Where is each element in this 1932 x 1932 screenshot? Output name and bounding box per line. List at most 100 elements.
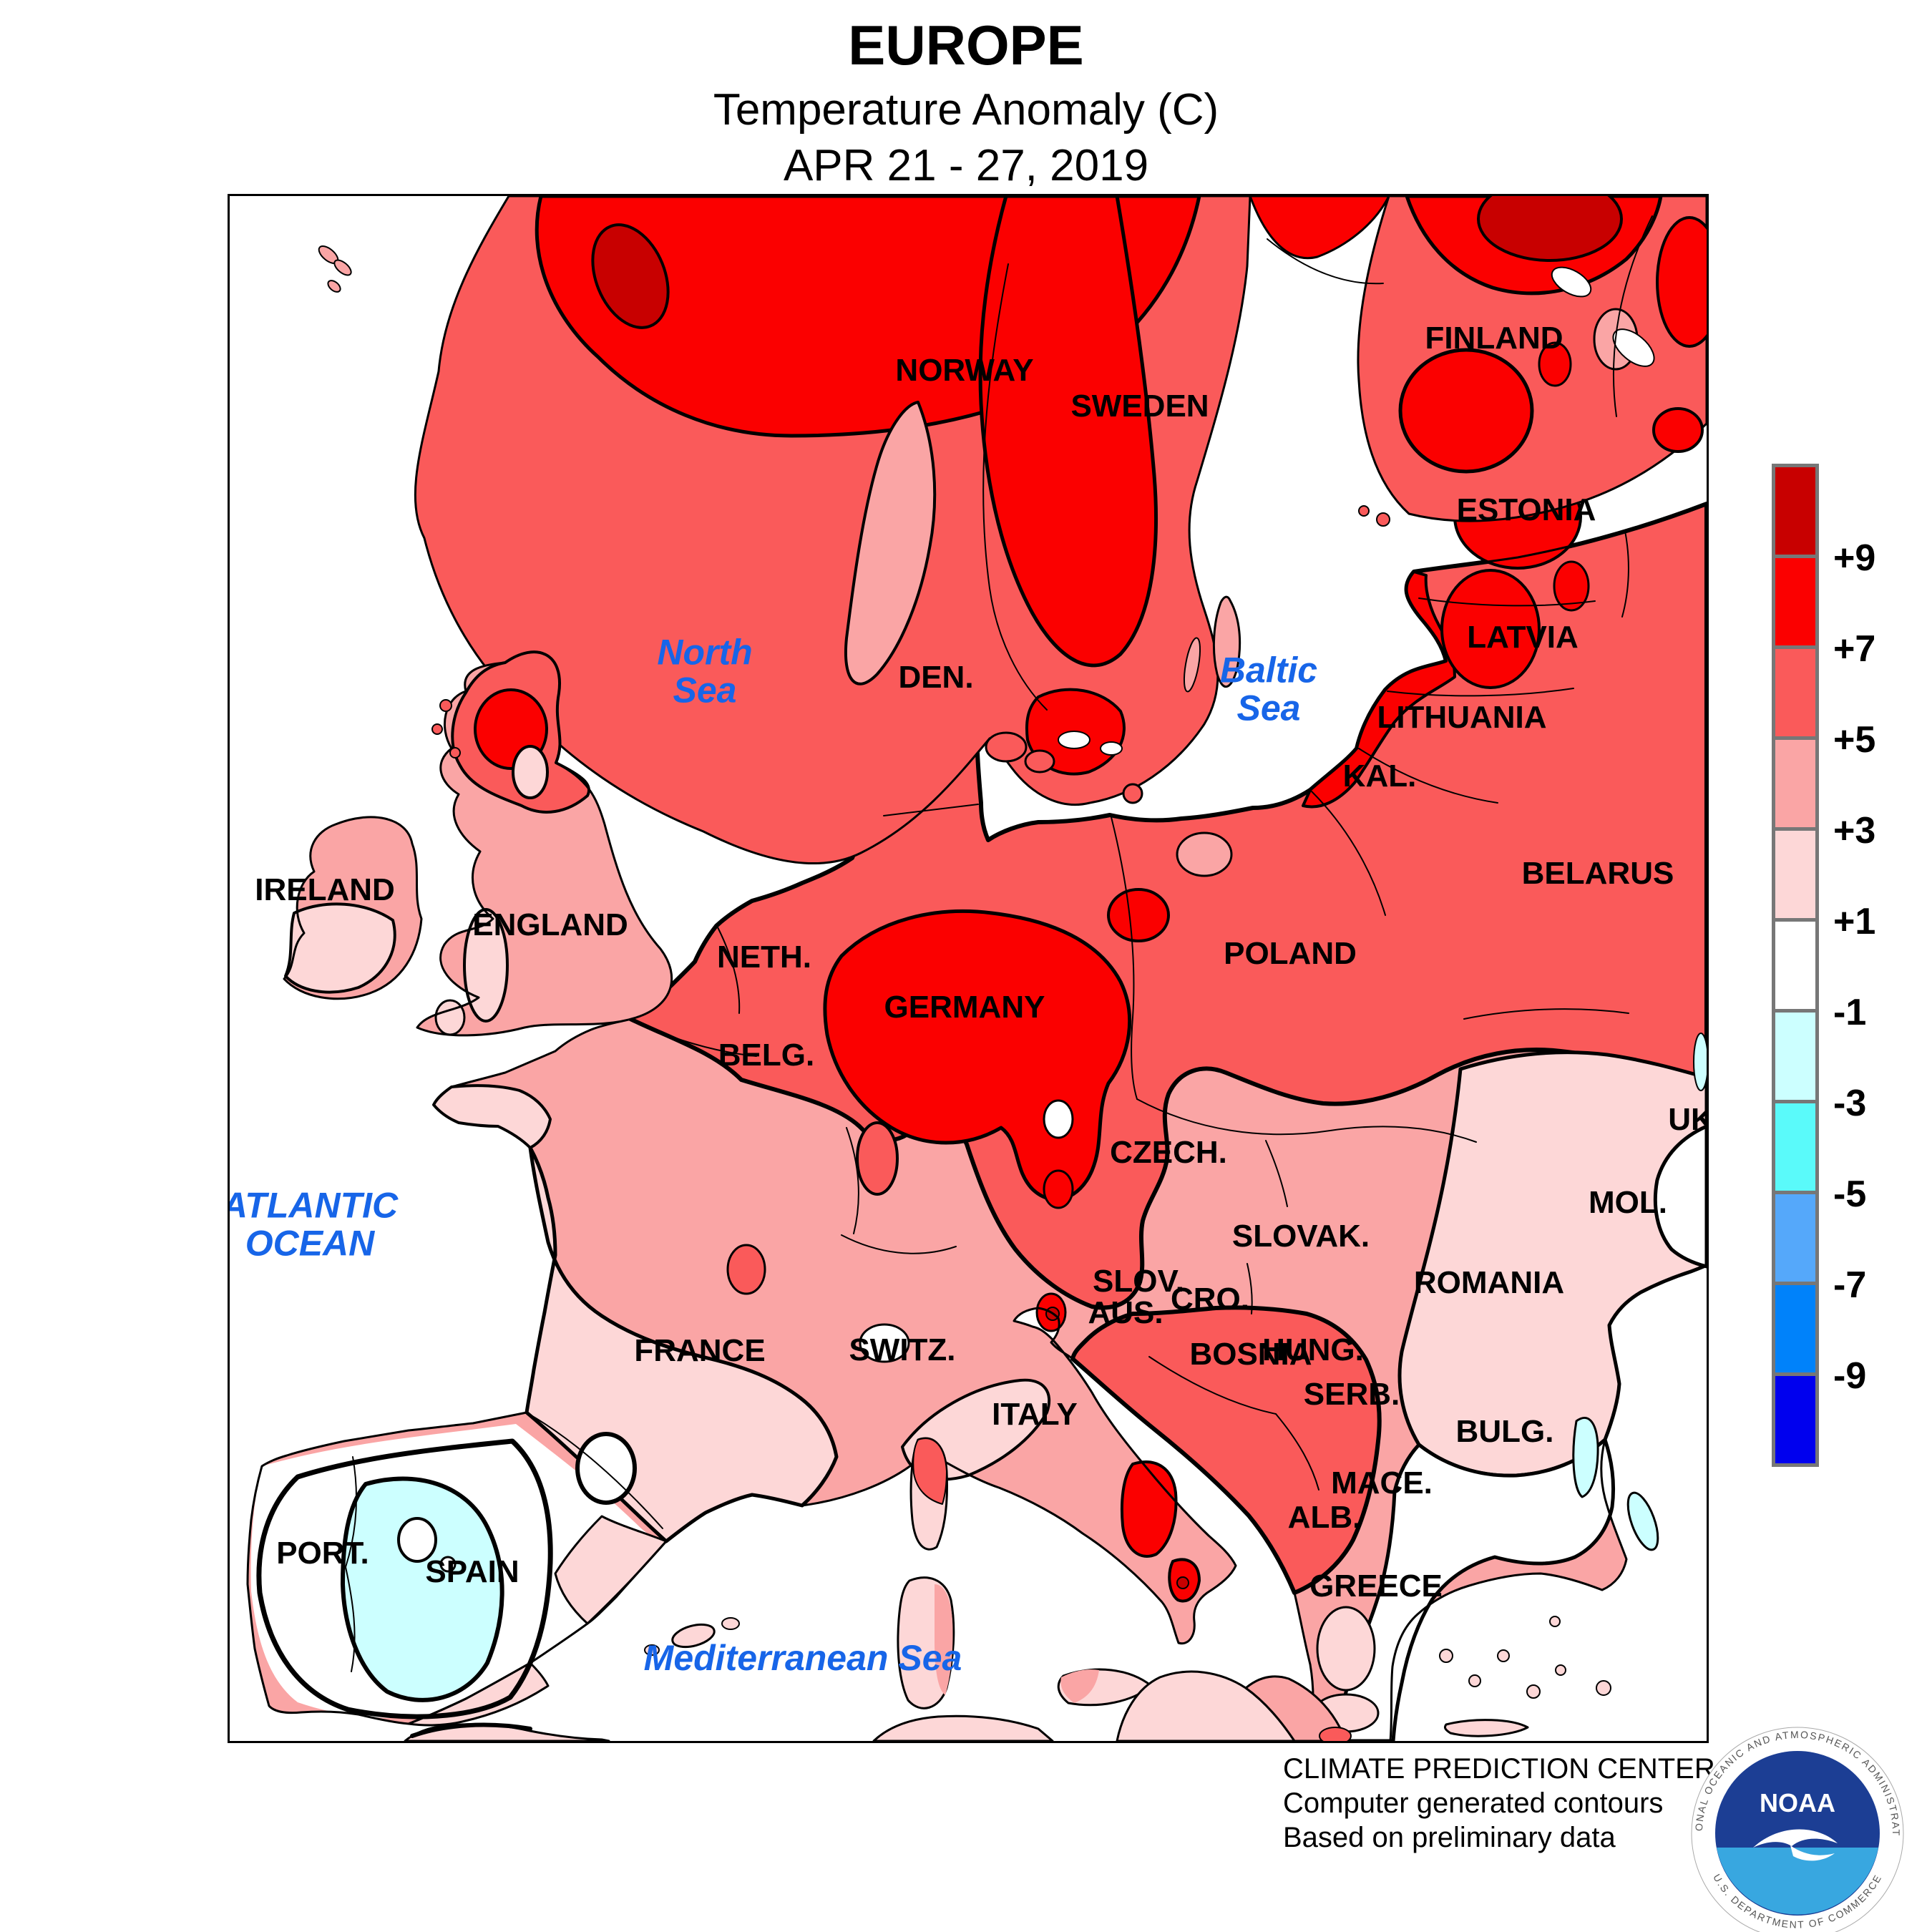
region-cyan-edge [1693,1033,1707,1091]
island-rhodes [1596,1680,1611,1696]
credits-line2: Computer generated contours [1283,1787,1664,1819]
region-pink-norwaystrip [844,401,937,686]
legend-box-10 [1772,1372,1819,1467]
country-label-belarus: BELARUS [1521,855,1674,891]
sea-label-atlantic-ocean: ATLANTIC OCEAN [228,1185,399,1263]
island-sardinia-east [935,1584,953,1695]
country-label-hung: HUNG. [1262,1332,1364,1367]
legend-value--1: -1 [1833,992,1867,1033]
legend-value--5: -5 [1833,1174,1867,1215]
region-darkred-nfinland [1477,196,1623,262]
region-cyan-blacksea [1572,1417,1599,1498]
island-bornholm [1122,783,1143,804]
country-label-mace: MACE. [1331,1465,1433,1501]
lake-vanern [1058,731,1091,749]
region-red-sweden [978,196,1158,668]
noaa-acronym: NOAA [1760,1788,1835,1818]
sea-label-mediterranean-sea: Mediterranean Sea [643,1637,962,1678]
region-tunisia-east [1244,1675,1347,1741]
region-plus5-massif [726,1244,766,1295]
legend-box-3 [1772,736,1819,831]
island-faroe-3 [327,280,341,293]
country-label-poland: POLAND [1224,935,1357,971]
lake-russia-2 [1612,328,1655,367]
island-zealand [985,731,1028,763]
lake-russia-1 [1551,266,1592,298]
country-label-estonia: ESTONIA [1456,492,1596,527]
region-white-hole-spain2 [439,1556,457,1573]
legend-box-8 [1772,1191,1819,1285]
country-label-greece: GREECE [1309,1568,1443,1604]
island-aland-2 [1358,505,1370,517]
island-aegean-4 [1526,1684,1541,1699]
noaa-emblem-sea [1717,1848,1878,1915]
country-label-slovak: SLOVAK. [1231,1218,1370,1254]
region-cyan-spain [341,1476,504,1702]
country-label-kal: KAL. [1342,758,1417,794]
map-title: EUROPE [848,14,1084,77]
coastline-britain [416,650,673,1037]
country-label-uk: UK [1668,1101,1707,1137]
country-label-france: FRANCE [634,1332,766,1368]
island-aegean-5 [1555,1664,1566,1676]
legend-box-5 [1772,918,1819,1013]
legend-value--9: -9 [1833,1355,1867,1397]
region-plus1-sireland [284,902,396,994]
contour-morocco [410,1722,532,1738]
island-corsica-north [912,1438,947,1505]
region-red-cfinland [1398,348,1534,474]
map-svg [246,196,1707,1741]
country-label-den: DEN. [898,659,974,695]
region-red-poland [1107,888,1170,942]
island-sicily-west [1060,1669,1099,1703]
credits-line3: Based on preliminary data [1283,1822,1616,1853]
country-label-switz: SWITZ. [849,1332,956,1367]
region-white-sfrance [859,1323,910,1363]
legend-value--7: -7 [1833,1264,1867,1306]
region-white-hole-spain [397,1517,437,1563]
island-oland [1183,637,1201,693]
region-plus1-epirus [1316,1606,1376,1692]
legend-box-7 [1772,1100,1819,1194]
country-label-serb: SERB. [1303,1376,1400,1412]
legend-box-4 [1772,827,1819,922]
legend-value-+7: +7 [1833,628,1876,670]
lake-vattern [1100,741,1123,756]
region-libya-red [1319,1727,1352,1741]
legend-value-+9: +9 [1833,537,1876,579]
country-label-bosnia: BOSNIA [1189,1336,1312,1372]
region-white-czechborder [1043,1099,1074,1139]
region-algeria [872,1714,1054,1741]
legend-value-+5: +5 [1833,719,1876,761]
region-red-latvia-east [1553,560,1590,612]
country-label-alb: ALB. [1287,1499,1362,1535]
island-aegean-3 [1497,1649,1510,1662]
island-crete [1443,1719,1529,1737]
map-date-range: APR 21 - 27, 2019 [783,141,1149,190]
country-label-spain: SPAIN [425,1553,519,1589]
legend-colorbar [1772,464,1819,1467]
country-label-norway: NORWAY [895,352,1034,388]
region-plus1-wales [463,908,509,1023]
region-red-findot [1538,341,1572,387]
contour-iberia-ring [256,1438,553,1719]
region-white-ukraine-edge [1653,1124,1707,1269]
country-label-germany: GERMANY [884,989,1045,1025]
legend-value--3: -3 [1833,1083,1867,1124]
region-red-gulfend [1652,407,1704,453]
island-ibiza [644,1644,660,1656]
map-subtitle: Temperature Anomaly (C) [713,85,1219,135]
legend-value-+3: +3 [1833,810,1876,852]
sea-label-baltic-sea: Baltic Sea [1219,650,1318,728]
region-plus5-alps [856,1121,899,1196]
country-label-czech: CZECH. [1110,1134,1227,1170]
noaa-logo: NATIONAL OCEANIC AND ATMOSPHERIC ADMINIS… [1691,1727,1904,1932]
country-label-belg: BELG. [718,1037,815,1073]
island-hebrides-1 [439,699,452,712]
region-plus3-pomerania [1176,831,1233,877]
noaa-seagull-wing [1790,1845,1835,1861]
country-label-port: PORT. [276,1535,369,1571]
legend-box-0 [1772,464,1819,558]
island-mallorca [671,1623,716,1649]
